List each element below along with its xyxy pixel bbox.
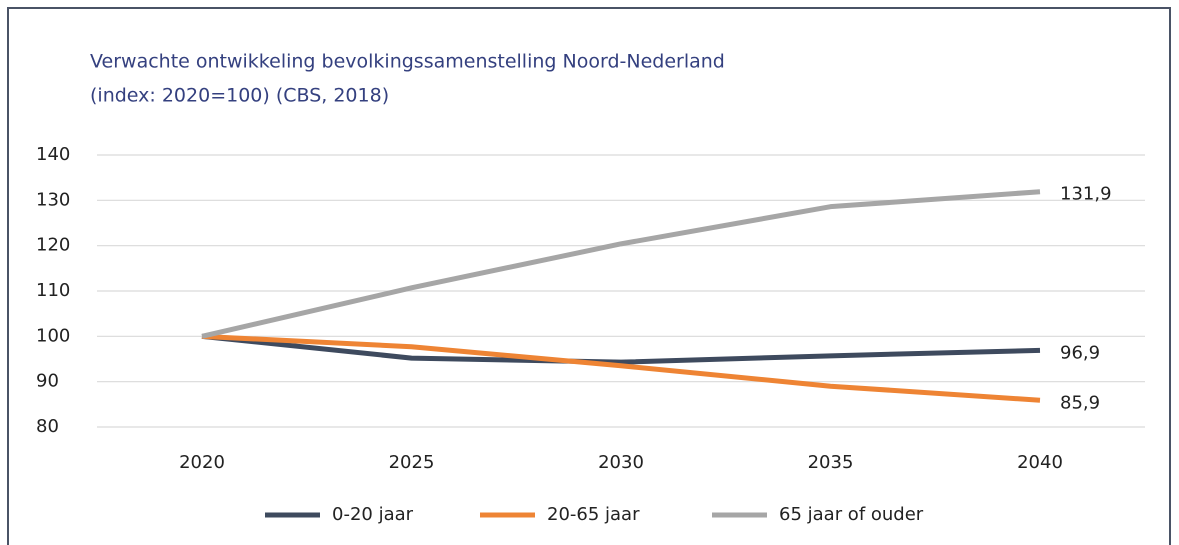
x-tick-label: 2030 [598, 452, 644, 473]
x-tick-label: 2025 [389, 452, 435, 473]
data-label: 131,9 [1060, 184, 1112, 205]
y-tick-label: 80 [36, 416, 59, 437]
data-label: 96,9 [1060, 342, 1100, 363]
y-tick-label: 110 [36, 280, 70, 301]
y-tick-label: 100 [36, 325, 70, 346]
chart-title: Verwachte ontwikkeling bevolkingssamenst… [90, 51, 725, 73]
x-tick-label: 2035 [808, 452, 854, 473]
series-line [201, 333, 1041, 365]
chart-subtitle: (index: 2020=100) (CBS, 2018) [90, 85, 389, 107]
series-line [201, 333, 1041, 403]
legend-label: 20-65 jaar [547, 504, 640, 525]
x-tick-label: 2040 [1017, 452, 1063, 473]
series-line [201, 189, 1041, 339]
y-tick-label: 120 [36, 235, 70, 256]
y-tick-label: 90 [36, 371, 59, 392]
y-tick-label: 130 [36, 189, 70, 210]
frame [7, 7, 1171, 545]
legend-label: 65 jaar of ouder [779, 504, 924, 525]
data-label: 85,9 [1060, 392, 1100, 413]
legend-label: 0-20 jaar [332, 504, 414, 525]
y-tick-label: 140 [36, 144, 70, 165]
x-tick-label: 2020 [179, 452, 225, 473]
